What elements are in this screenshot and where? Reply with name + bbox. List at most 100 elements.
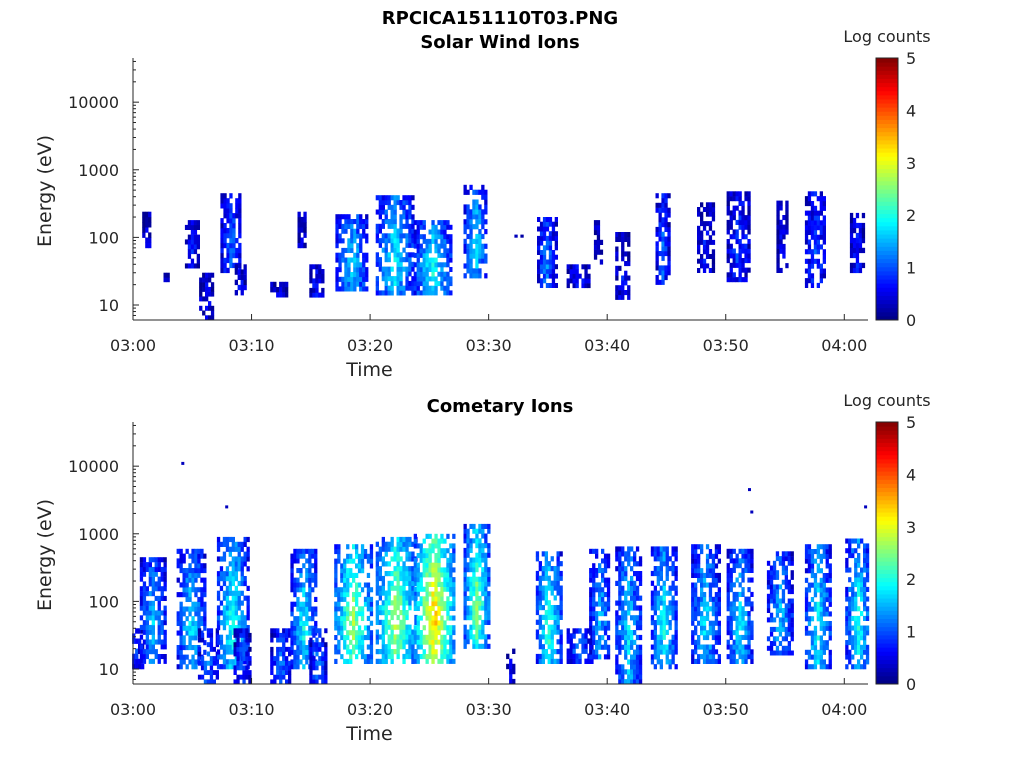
spectrogram-cell: [603, 644, 608, 650]
spectrogram-cell: [627, 625, 631, 631]
spectrogram-cell: [738, 644, 742, 650]
spectrogram-cell: [142, 562, 147, 568]
spectrogram-cell: [416, 257, 420, 263]
spectrogram-cell: [405, 276, 409, 282]
spectrogram-cell: [469, 591, 473, 597]
spectrogram-cell: [772, 650, 777, 656]
colorbar-step: [876, 614, 898, 619]
spectrogram-cell: [469, 547, 473, 553]
spectrogram-cell: [638, 644, 643, 650]
spectrogram-cell: [411, 658, 415, 664]
spectrogram-cell: [449, 615, 453, 621]
spectrogram-cell: [544, 634, 548, 640]
spectrogram-cell: [702, 263, 707, 269]
spectrogram-cell: [193, 249, 198, 255]
spectrogram-cell: [790, 608, 794, 613]
spectrogram-cell: [194, 572, 198, 578]
spectrogram-cell: [744, 277, 748, 283]
spectrogram-cell: [618, 605, 622, 611]
spectrogram-cell: [419, 281, 423, 287]
spectrogram-cell: [750, 577, 754, 583]
spectrogram-cell: [297, 232, 301, 238]
spectrogram-cell: [606, 649, 611, 655]
spectrogram-cell: [413, 234, 417, 240]
spectrogram-cell: [355, 553, 359, 559]
spectrogram-cell: [738, 615, 742, 621]
spectrogram-cell: [865, 611, 870, 617]
x-axis-label: Time: [345, 359, 393, 381]
spectrogram-cell: [813, 635, 818, 641]
spectrogram-cell: [234, 541, 238, 547]
spectrogram-cell: [691, 572, 695, 578]
y-tick-label: 10000: [68, 457, 119, 476]
spectrogram-cell: [425, 262, 429, 268]
spectrogram-cell: [242, 642, 246, 648]
spectrogram-cell: [778, 598, 783, 604]
spectrogram-cell: [179, 568, 183, 574]
spectrogram-cell: [408, 204, 412, 210]
spectrogram-cell: [347, 286, 351, 292]
spectrogram-cell: [860, 582, 864, 588]
spectrogram-cell: [431, 639, 435, 645]
spectrogram-cell: [203, 625, 207, 631]
spectrogram-cell: [732, 639, 736, 645]
spectrogram-cell: [308, 553, 312, 559]
spectrogram-cell: [356, 247, 360, 253]
spectrogram-cell: [691, 601, 695, 607]
spectrogram-cell: [212, 679, 216, 685]
spectrogram-cell: [338, 219, 342, 225]
spectrogram-cell: [148, 658, 152, 664]
spectrogram-cell: [335, 257, 339, 263]
spectrogram-cell: [664, 222, 668, 228]
spectrogram-cell: [700, 216, 704, 222]
spectrogram-cell: [402, 290, 406, 296]
spectrogram-cell: [478, 586, 482, 592]
spectrogram-cell: [197, 651, 202, 657]
spectrogram-cell: [179, 630, 183, 636]
colorbar-step: [876, 593, 898, 599]
spectrogram-cell: [393, 247, 397, 253]
spectrogram-cell: [210, 286, 215, 292]
spectrogram-cell: [390, 624, 394, 630]
spectrogram-cell: [185, 596, 189, 602]
spectrogram-cell: [630, 546, 634, 552]
spectrogram-cell: [861, 222, 866, 229]
spectrogram-cell: [738, 601, 742, 607]
spectrogram-cell: [384, 214, 388, 220]
spectrogram-cell: [270, 665, 274, 671]
spectrogram-cell: [538, 614, 542, 620]
spectrogram-cell: [816, 606, 820, 612]
colorbar-step: [876, 156, 898, 161]
spectrogram-cell: [671, 605, 675, 611]
spectrogram-cell: [210, 305, 215, 311]
spectrogram-cell: [747, 634, 751, 640]
spectrogram-cell: [402, 214, 406, 220]
spectrogram-cell: [402, 600, 406, 606]
colorbar-tick-label: 2: [906, 206, 916, 225]
spectrogram-cell: [697, 244, 701, 250]
colorbar-step: [876, 242, 898, 247]
spectrogram-cell: [229, 223, 233, 229]
spectrogram-cell: [569, 653, 573, 659]
spectrogram-cell: [472, 238, 476, 244]
spectrogram-cell: [857, 644, 861, 650]
spectrogram-cell: [225, 541, 230, 547]
spectrogram-cell: [145, 634, 149, 640]
spectrogram-cell: [246, 546, 250, 552]
spectrogram-cell: [419, 557, 423, 563]
spectrogram-cell: [163, 634, 167, 640]
spectrogram-cell: [390, 614, 394, 621]
spectrogram-cell: [356, 262, 360, 268]
spectrogram-cell: [735, 639, 739, 645]
spectrogram-cell: [148, 581, 152, 587]
spectrogram-cell: [369, 601, 374, 607]
spectrogram-cell: [270, 628, 274, 634]
spectrogram-cell: [547, 644, 551, 650]
colorbar-step: [876, 209, 898, 215]
spectrogram-cell: [405, 649, 409, 655]
spectrogram-cell: [237, 269, 241, 275]
spectrogram-cell: [650, 620, 655, 626]
spectrogram-cell: [653, 551, 657, 557]
spectrogram-cell: [443, 290, 447, 296]
spectrogram-cell: [705, 630, 710, 636]
